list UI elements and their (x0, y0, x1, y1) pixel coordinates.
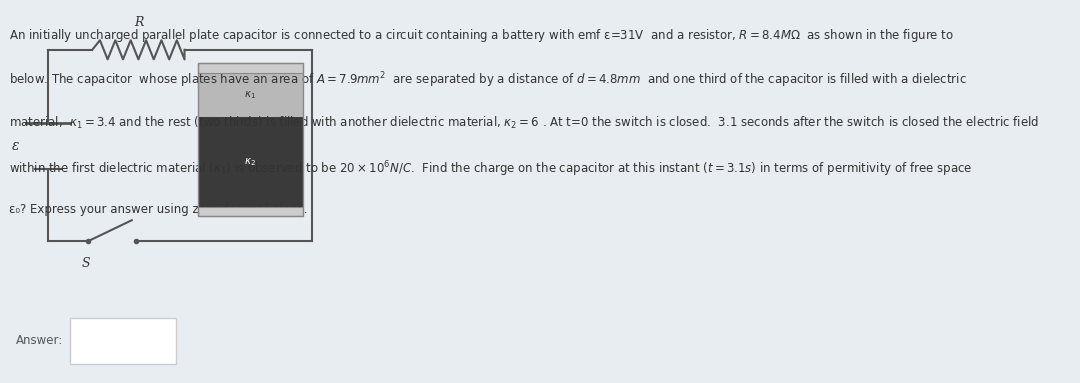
Text: R: R (134, 16, 143, 29)
Text: material,  $\kappa_1 = 3.4$ and the rest (two thirds) is filled with another die: material, $\kappa_1 = 3.4$ and the rest … (9, 115, 1039, 131)
Text: ε₀? Express your answer using zero decimal place.: ε₀? Express your answer using zero decim… (9, 203, 308, 216)
Text: $\kappa_2$: $\kappa_2$ (244, 156, 256, 168)
Text: An initially uncharged parallel plate capacitor is connected to a circuit contai: An initially uncharged parallel plate ca… (9, 27, 954, 44)
Bar (198, 63, 303, 216)
Text: $\kappa_1$: $\kappa_1$ (244, 89, 256, 101)
Text: below. The capacitor  whose plates have an area of $A = 7.9mm^2$  are separated : below. The capacitor whose plates have a… (9, 71, 967, 90)
Bar (198, 118, 303, 207)
Text: within the first dielectric material ($\kappa_1$) is observed to be $20 \times 1: within the first dielectric material ($\… (9, 159, 972, 178)
Bar (198, 73, 303, 118)
Bar (70, 318, 176, 364)
Text: ε: ε (12, 139, 19, 152)
Text: Answer:: Answer: (16, 334, 64, 347)
Text: S: S (82, 257, 91, 270)
Bar (198, 63, 303, 73)
Bar (198, 207, 303, 216)
